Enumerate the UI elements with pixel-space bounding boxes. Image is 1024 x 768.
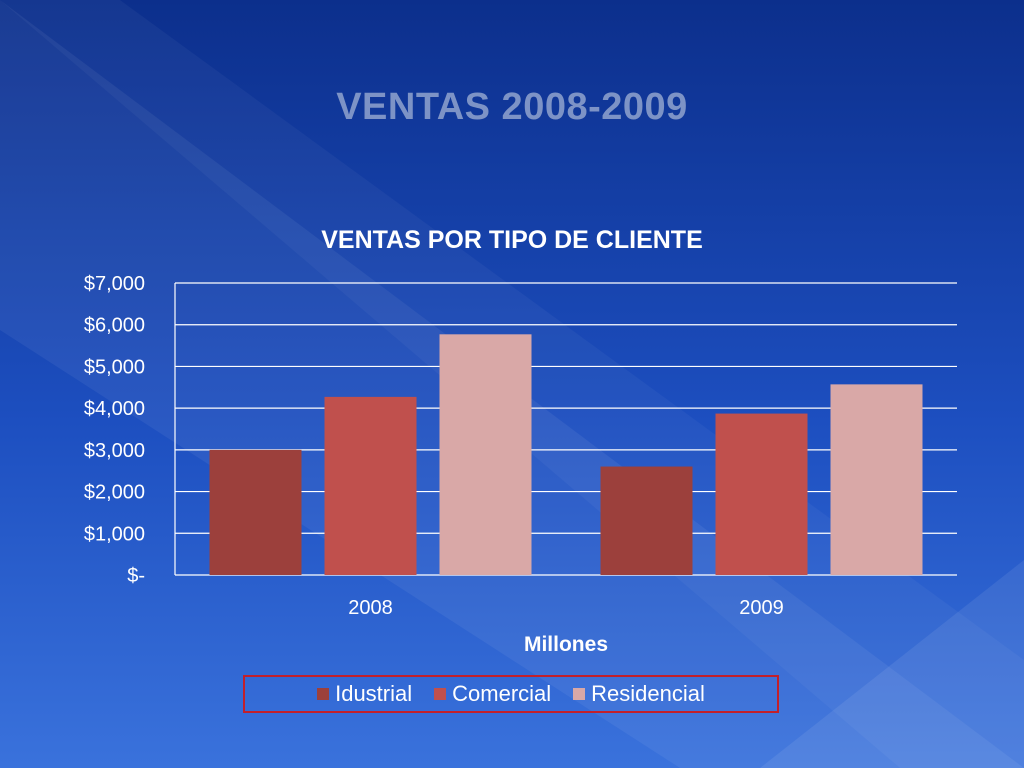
bar-comercial-2008 bbox=[324, 396, 417, 575]
chart-legend: Idustrial Comercial Residencial bbox=[243, 675, 779, 713]
bars bbox=[209, 334, 923, 575]
y-tick-label: $- bbox=[127, 565, 145, 587]
y-tick-label: $7,000 bbox=[84, 273, 145, 295]
y-tick-label: $3,000 bbox=[84, 440, 145, 462]
x-axis-ticks: 2008 2009 bbox=[348, 597, 784, 619]
slide-title: VENTAS 2008-2009 bbox=[336, 86, 688, 128]
legend-item-comercial: Comercial bbox=[434, 681, 551, 707]
bar-idustrial-2008 bbox=[209, 449, 302, 575]
legend-swatch-residencial bbox=[573, 688, 586, 700]
legend-label-idustrial: Idustrial bbox=[335, 681, 413, 706]
y-tick-label: $2,000 bbox=[84, 482, 145, 504]
bar-residencial-2009 bbox=[830, 384, 923, 575]
gridlines bbox=[174, 282, 957, 576]
x-tick-label: 2008 bbox=[348, 597, 393, 619]
y-tick-label: $4,000 bbox=[84, 398, 145, 420]
legend-item-residencial: Residencial bbox=[573, 681, 705, 707]
y-tick-label: $1,000 bbox=[84, 523, 145, 545]
legend-swatch-comercial bbox=[434, 688, 447, 700]
bar-comercial-2009 bbox=[715, 413, 808, 575]
x-tick-label: 2009 bbox=[739, 597, 784, 619]
y-tick-label: $6,000 bbox=[84, 315, 145, 337]
legend-label-residencial: Residencial bbox=[591, 681, 705, 706]
y-axis-ticks: $- $1,000 $2,000 $3,000 $4,000 $5,000 $6,000 $7… bbox=[84, 273, 145, 587]
legend-item-idustrial: Idustrial bbox=[317, 681, 412, 707]
y-tick-label: $5,000 bbox=[84, 356, 145, 378]
chart-title: VENTAS POR TIPO DE CLIENTE bbox=[321, 226, 703, 254]
legend-swatch-idustrial bbox=[317, 688, 330, 700]
x-axis-label: Millones bbox=[524, 633, 608, 656]
bar-idustrial-2009 bbox=[600, 466, 693, 575]
bar-residencial-2008 bbox=[439, 334, 532, 575]
legend-label-comercial: Comercial bbox=[452, 681, 552, 706]
